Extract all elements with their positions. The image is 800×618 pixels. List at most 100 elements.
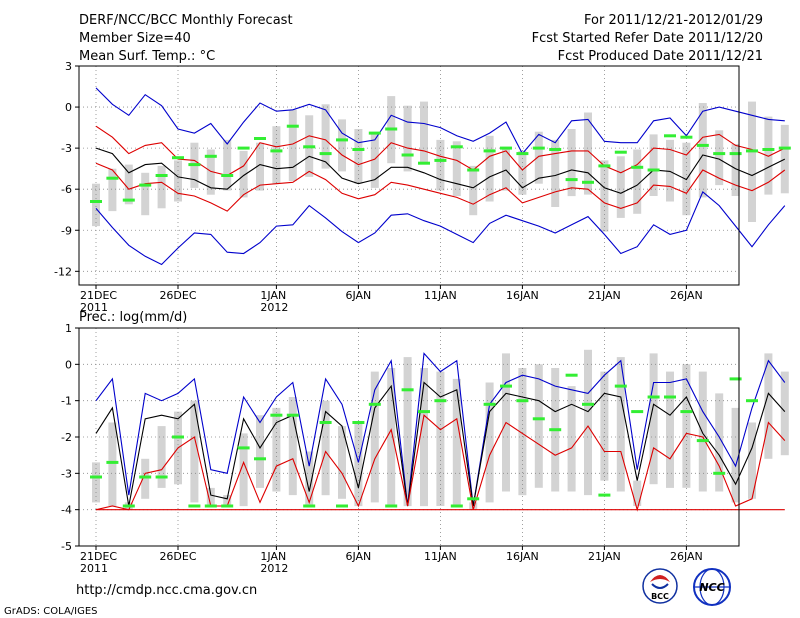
temperature-plot-frame xyxy=(78,65,740,286)
precipitation-observed-marker xyxy=(418,410,430,414)
temperature-observed-marker xyxy=(188,163,201,167)
temperature-observed-marker xyxy=(172,156,184,160)
precipitation-spread-box xyxy=(584,349,592,496)
precipitation-observed-marker xyxy=(352,421,365,424)
temperature-x-tick-label: 26DEC xyxy=(159,289,196,302)
temperature-spread-box xyxy=(748,101,756,222)
precipitation-y-tick-label: -1 xyxy=(61,395,72,408)
temperature-observed-marker xyxy=(418,161,430,165)
temperature-y-tick-label: -9 xyxy=(61,224,72,237)
temperature-spread-box xyxy=(485,135,494,202)
temperature-spread-box xyxy=(108,168,117,212)
ncc-logo-text: NCC xyxy=(699,581,724,594)
header-period: For 2011/12/21-2012/01/29 xyxy=(584,13,763,28)
temperature-observed-marker xyxy=(90,200,102,203)
temperature-observed-marker xyxy=(368,131,381,135)
temperature-observed-marker xyxy=(303,145,316,149)
precipitation-y-tick-label: -2 xyxy=(61,431,72,444)
precipitation-spread-box xyxy=(108,422,117,507)
precipitation-observed-marker xyxy=(614,384,627,388)
precipitation-observed-marker xyxy=(467,497,480,501)
precipitation-x-tick-label: 21JAN xyxy=(588,550,621,563)
precipitation-y-tick-label: -3 xyxy=(61,467,72,480)
temperature-spread-box xyxy=(764,116,773,195)
precipitation-observed-marker xyxy=(188,504,201,508)
temperature-x-tick-label: 1JAN xyxy=(260,289,286,302)
precipitation-observed-marker xyxy=(221,504,234,508)
temperature-observed-marker xyxy=(204,154,217,158)
temperature-observed-marker xyxy=(729,152,742,156)
precipitation-observed-marker xyxy=(729,377,742,381)
temperature-y-tick-label: -6 xyxy=(61,183,72,196)
precipitation-observed-marker xyxy=(303,504,316,508)
temperature-spread-box xyxy=(666,139,674,202)
temperature-spread-box xyxy=(731,144,740,196)
temperature-x-tick-label: 6JAN xyxy=(345,289,371,302)
temperature-observed-marker xyxy=(336,138,348,142)
temperature-observed-marker xyxy=(598,164,611,168)
temperature-observed-marker xyxy=(680,135,693,139)
temperature-spread-box xyxy=(239,150,248,198)
temperature-spread-box xyxy=(551,139,560,207)
footer-credit: GrADS: COLA/IGES xyxy=(4,606,98,617)
header-title: DERF/NCC/BCC Monthly Forecast xyxy=(79,13,293,28)
temperature-x-tick-label: 11JAN xyxy=(424,289,457,302)
temperature-spread-box xyxy=(141,172,150,216)
precipitation-observed-marker xyxy=(631,410,644,414)
temperature-spread-box xyxy=(616,156,625,218)
precipitation-observed-marker xyxy=(270,413,283,417)
temperature-spread-box xyxy=(223,139,232,191)
temperature-observed-marker xyxy=(122,198,135,202)
temperature-observed-marker xyxy=(286,124,299,128)
precipitation-observed-marker xyxy=(106,460,119,464)
temperature-observed-marker xyxy=(401,153,414,157)
precipitation-observed-marker xyxy=(647,395,660,399)
precipitation-observed-marker xyxy=(254,457,266,461)
temperature-observed-marker xyxy=(778,146,791,150)
temperature-observed-marker xyxy=(221,174,234,177)
precipitation-spread-box xyxy=(731,407,740,503)
footer-url[interactable]: http://cmdp.ncc.cma.gov.cn xyxy=(76,583,257,598)
precipitation-x-tick-label: 26JAN xyxy=(670,550,703,563)
precipitation-observed-marker xyxy=(401,388,414,392)
temperature-x-tick-year: 2011 xyxy=(80,301,108,314)
temperature-spread-box xyxy=(698,103,707,198)
temperature-spread-box xyxy=(338,119,346,172)
temperature-spread-box xyxy=(174,160,182,202)
precipitation-spread-box xyxy=(682,364,691,488)
precipitation-spread-box xyxy=(698,371,707,492)
precipitation-observed-marker xyxy=(122,504,135,508)
precipitation-spread-box xyxy=(420,368,428,507)
precipitation-observed-marker xyxy=(368,402,381,406)
precipitation-observed-marker xyxy=(483,402,496,406)
precipitation-x-tick-label: 1JAN xyxy=(260,550,286,563)
temperature-spread-box xyxy=(256,142,264,191)
bcc-logo-mark xyxy=(650,575,670,582)
temperature-observed-marker xyxy=(270,149,283,153)
precipitation-series-mean xyxy=(95,381,786,507)
precipitation-spread-box xyxy=(567,386,576,492)
temperature-observed-marker xyxy=(549,148,562,151)
temperature-x-tick-label: 21DEC xyxy=(80,289,117,302)
precipitation-spread-box xyxy=(780,371,789,456)
precipitation-spread-box xyxy=(518,368,527,496)
precipitation-x-tick-year: 2012 xyxy=(260,562,288,575)
temperature-y-tick-label: -12 xyxy=(54,265,72,278)
temperature-spread-box xyxy=(649,134,658,196)
precipitation-y-tick-label: -5 xyxy=(61,540,72,553)
precipitation-observed-marker xyxy=(237,446,250,450)
precipitation-spread-box xyxy=(485,382,494,503)
temperature-spread-box xyxy=(288,109,297,181)
precipitation-observed-marker xyxy=(319,421,332,424)
precipitation-observed-marker xyxy=(680,410,693,414)
temperature-y-tick-label: -3 xyxy=(61,142,72,155)
precipitation-observed-marker xyxy=(713,471,726,475)
temperature-observed-marker xyxy=(254,137,266,140)
precipitation-observed-marker xyxy=(286,413,299,417)
temperature-observed-marker xyxy=(237,146,250,150)
precipitation-x-tick-label: 26DEC xyxy=(159,550,196,563)
temperature-observed-marker xyxy=(106,176,119,180)
header-left: DERF/NCC/BCC Monthly Forecast Member Siz… xyxy=(79,13,293,64)
